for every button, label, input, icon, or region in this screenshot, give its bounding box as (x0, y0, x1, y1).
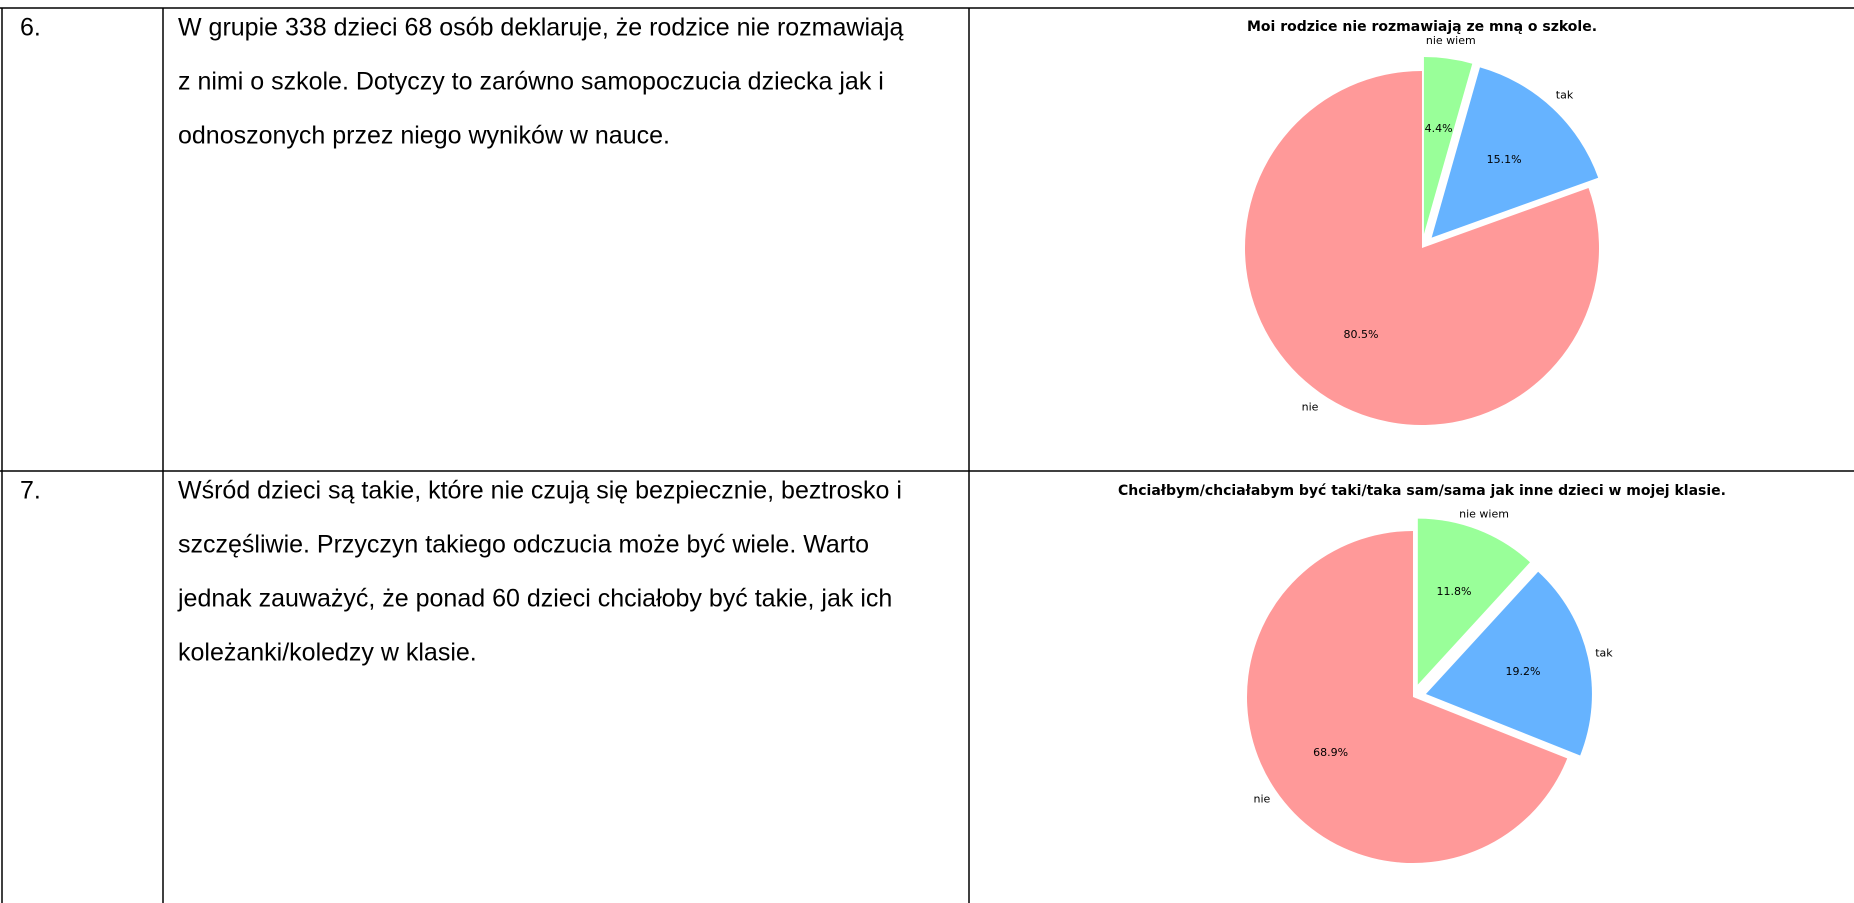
slice-percent: 11.8% (1436, 585, 1471, 598)
slice-label: nie wiem (1459, 507, 1509, 520)
slice-label: tak (1556, 88, 1574, 101)
pie-slice (1425, 571, 1592, 756)
row-text: szczęśliwie. Przyczyn takiego odczucia m… (178, 531, 869, 559)
pie-slice (1245, 71, 1600, 425)
slice-percent: 19.2% (1506, 665, 1541, 678)
row-text: koleżanki/koledzy w klasie. (178, 639, 477, 667)
row-text: Wśród dzieci są takie, które nie czują s… (178, 477, 902, 505)
pie-slice (1247, 531, 1568, 863)
slice-label: tak (1595, 646, 1613, 659)
row-number: 6. (20, 14, 41, 42)
row-number: 7. (20, 477, 41, 505)
pie-slice (1431, 67, 1599, 238)
slice-label: nie (1302, 400, 1319, 413)
slice-percent: 15.1% (1487, 153, 1522, 166)
row-text: jednak zauważyć, że ponad 60 dzieci chci… (177, 585, 892, 613)
slice-label: nie (1253, 792, 1270, 805)
pie-slice (1417, 518, 1531, 685)
row-text: z nimi o szkole. Dotyczy to zarówno samo… (178, 68, 884, 96)
chart-title: Chciałbym/chciałabym być taki/taka sam/s… (1118, 483, 1726, 499)
row-text: W grupie 338 dzieci 68 osób deklaruje, ż… (178, 14, 903, 42)
slice-label: nie wiem (1426, 34, 1476, 47)
chart-title: Moi rodzice nie rozmawiają ze mną o szko… (1247, 19, 1597, 35)
row-text: odnoszonych przez niego wyników w nauce. (178, 122, 670, 150)
pie-slice (1423, 56, 1473, 234)
slice-percent: 4.4% (1425, 122, 1453, 135)
slice-percent: 80.5% (1343, 328, 1378, 341)
slice-percent: 68.9% (1313, 746, 1348, 759)
